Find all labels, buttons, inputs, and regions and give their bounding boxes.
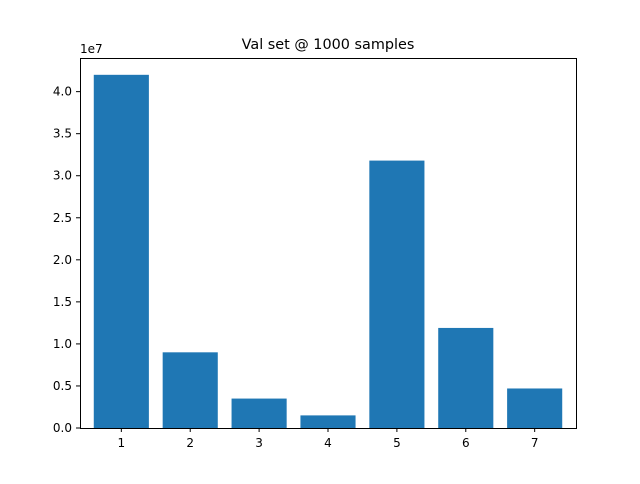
- bar-6: [438, 327, 494, 428]
- y-tick-label: 1.5: [53, 295, 72, 309]
- y-tick-label: 3.5: [53, 127, 72, 141]
- y-axis-ticks: 0.0 0.5 1.0 1.5 2.0 2.5 3.0 3.5 4.0: [53, 85, 80, 435]
- y-axis-offset-label: 1e7: [80, 42, 103, 56]
- bar-5: [369, 160, 425, 428]
- y-tick-label: 2.0: [53, 253, 72, 267]
- x-tick-label: 4: [324, 436, 332, 450]
- y-tick-label: 3.0: [53, 169, 72, 183]
- y-tick-label: 4.0: [53, 85, 72, 99]
- x-tick-label: 3: [255, 436, 263, 450]
- y-tick-label: 2.5: [53, 211, 72, 225]
- x-tick-label: 6: [462, 436, 470, 450]
- bar-2: [162, 352, 218, 428]
- bar-4: [300, 415, 356, 428]
- bar-1: [93, 74, 149, 429]
- y-tick-label: 1.0: [53, 337, 72, 351]
- bar-3: [231, 398, 287, 428]
- y-tick-label: 0.5: [53, 379, 72, 393]
- bar-7: [507, 388, 563, 428]
- x-tick-label: 7: [531, 436, 539, 450]
- x-tick-label: 1: [118, 436, 126, 450]
- x-tick-label: 2: [186, 436, 194, 450]
- chart-title: Val set @ 1000 samples: [242, 37, 415, 53]
- bars-group: [93, 74, 563, 429]
- y-tick-label: 0.0: [53, 421, 72, 435]
- x-axis-ticks: 1 2 3 4 5 6 7: [118, 428, 539, 450]
- x-tick-label: 5: [393, 436, 401, 450]
- plot-area-frame: [80, 58, 577, 429]
